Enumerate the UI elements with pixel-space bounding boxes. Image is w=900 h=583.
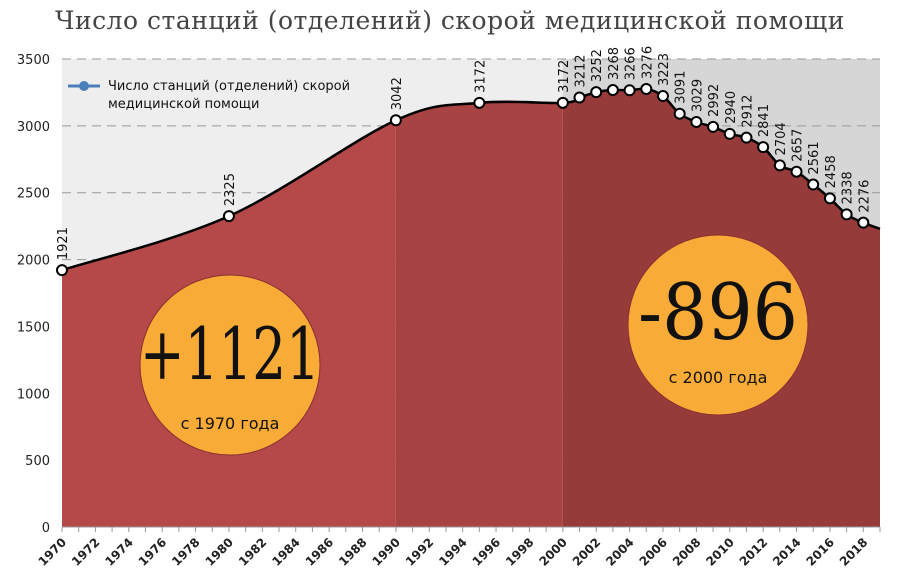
data-point (56, 264, 68, 277)
y-tick-label: 3500 (17, 53, 50, 68)
data-point (673, 107, 686, 120)
annotation-since-2000-circle (627, 234, 809, 416)
data-point (573, 91, 586, 104)
data-point (707, 120, 720, 133)
data-label: 3172 (473, 60, 488, 93)
data-point (623, 84, 636, 97)
x-tick-label: 2014 (770, 535, 804, 569)
x-tick-label: 2018 (837, 535, 871, 569)
x-tick-label: 2006 (637, 535, 671, 569)
data-label: 2704 (774, 122, 789, 155)
x-tick-label: 1998 (503, 535, 537, 569)
data-point (757, 141, 770, 154)
data-point (640, 82, 653, 95)
annotation-since-1970-value: +1121 (140, 312, 320, 396)
x-tick-label: 1982 (236, 535, 270, 569)
data-point (740, 131, 753, 144)
data-label: 2912 (740, 95, 755, 128)
x-tick-label: 1988 (336, 535, 370, 569)
data-point (790, 165, 803, 178)
x-tick-label: 1996 (470, 535, 504, 569)
y-tick-label: 0 (42, 521, 50, 536)
data-point (473, 96, 486, 109)
y-tick-label: 2500 (17, 187, 50, 202)
data-label: 2561 (807, 141, 822, 174)
x-tick-label: 2008 (670, 535, 704, 569)
legend-marker-icon (79, 81, 89, 91)
x-tick-label: 1984 (269, 535, 303, 569)
data-label: 3276 (640, 46, 655, 79)
data-label: 2276 (857, 180, 872, 213)
x-tick-label: 2012 (737, 535, 771, 569)
annotation-since-1970-caption: с 1970 года (181, 414, 280, 433)
data-label: 2841 (757, 104, 772, 137)
data-label: 2338 (841, 171, 856, 204)
annotation-since-2000-value: -896 (638, 268, 798, 358)
data-point (807, 178, 820, 191)
y-tick-label: 2000 (17, 254, 50, 269)
area-1990-2000 (395, 101, 563, 527)
data-label: 3212 (574, 54, 589, 87)
x-tick-label: 1972 (69, 535, 103, 569)
data-point (389, 114, 402, 127)
x-tick-label: 1976 (136, 535, 170, 569)
data-point (773, 159, 786, 172)
y-tick-label: 3000 (17, 120, 50, 135)
data-label: 3266 (624, 47, 639, 80)
data-point (222, 210, 235, 223)
x-tick-label: 2016 (804, 535, 838, 569)
x-tick-label: 1990 (369, 535, 403, 569)
data-label: 3172 (557, 60, 572, 93)
y-tick-label: 1500 (17, 320, 50, 335)
data-label: 1921 (56, 227, 71, 260)
chart-title: Число станций (отделений) скорой медицин… (55, 6, 845, 35)
x-tick-label: 2004 (603, 535, 637, 569)
data-label: 3268 (607, 47, 622, 80)
x-tick-label: 2002 (570, 535, 604, 569)
annotation-since-2000-caption: с 2000 года (669, 368, 768, 387)
x-tick-label: 1986 (303, 535, 337, 569)
data-label: 3252 (590, 49, 605, 82)
data-label: 3223 (657, 53, 672, 86)
data-label: 2325 (223, 173, 238, 206)
data-label: 3091 (674, 71, 689, 104)
legend-label-line1: Число станций (отделений) скорой (108, 79, 350, 94)
data-label: 2992 (707, 84, 722, 117)
data-label: 2940 (724, 91, 739, 124)
x-tick-label: 1992 (403, 535, 437, 569)
x-tick-label: 2000 (536, 535, 570, 569)
x-tick-label: 2010 (703, 535, 737, 569)
annotation-since-1970-circle (139, 274, 321, 456)
data-label: 3029 (690, 79, 705, 112)
data-point (840, 208, 853, 221)
data-point (857, 216, 870, 229)
data-label: 2657 (791, 129, 806, 162)
data-point (556, 96, 569, 109)
y-tick-label: 500 (25, 454, 50, 469)
data-point (606, 84, 619, 97)
data-point (590, 86, 603, 99)
data-point (723, 127, 736, 140)
legend-label-line2: медицинской помощи (108, 97, 259, 112)
data-point (690, 115, 703, 128)
x-tick-label: 1980 (203, 535, 237, 569)
data-point (656, 90, 669, 103)
y-tick-label: 1000 (17, 387, 50, 402)
data-label: 3042 (390, 77, 405, 110)
x-tick-label: 1970 (36, 535, 70, 569)
data-point (823, 192, 836, 205)
data-label: 2458 (824, 155, 839, 188)
x-tick-label: 1978 (169, 535, 203, 569)
x-tick-label: 1994 (436, 535, 470, 569)
x-tick-label: 1974 (102, 535, 136, 569)
